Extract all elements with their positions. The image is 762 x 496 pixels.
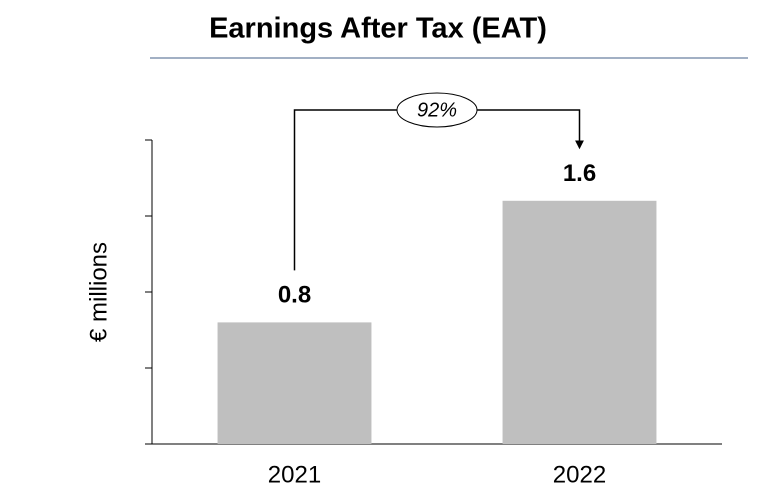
value-label: 0.8: [278, 282, 311, 309]
annotation-label: 92%: [417, 99, 457, 121]
bar: [502, 200, 657, 444]
bar: [217, 322, 372, 444]
value-label: 1.6: [563, 160, 596, 187]
annotation-bubble: [396, 92, 478, 128]
chart-title: Earnings After Tax (EAT): [209, 13, 547, 45]
y-axis-label: € millions: [85, 242, 112, 342]
x-tick-label: 2021: [268, 461, 321, 488]
x-tick-label: 2022: [553, 461, 606, 488]
